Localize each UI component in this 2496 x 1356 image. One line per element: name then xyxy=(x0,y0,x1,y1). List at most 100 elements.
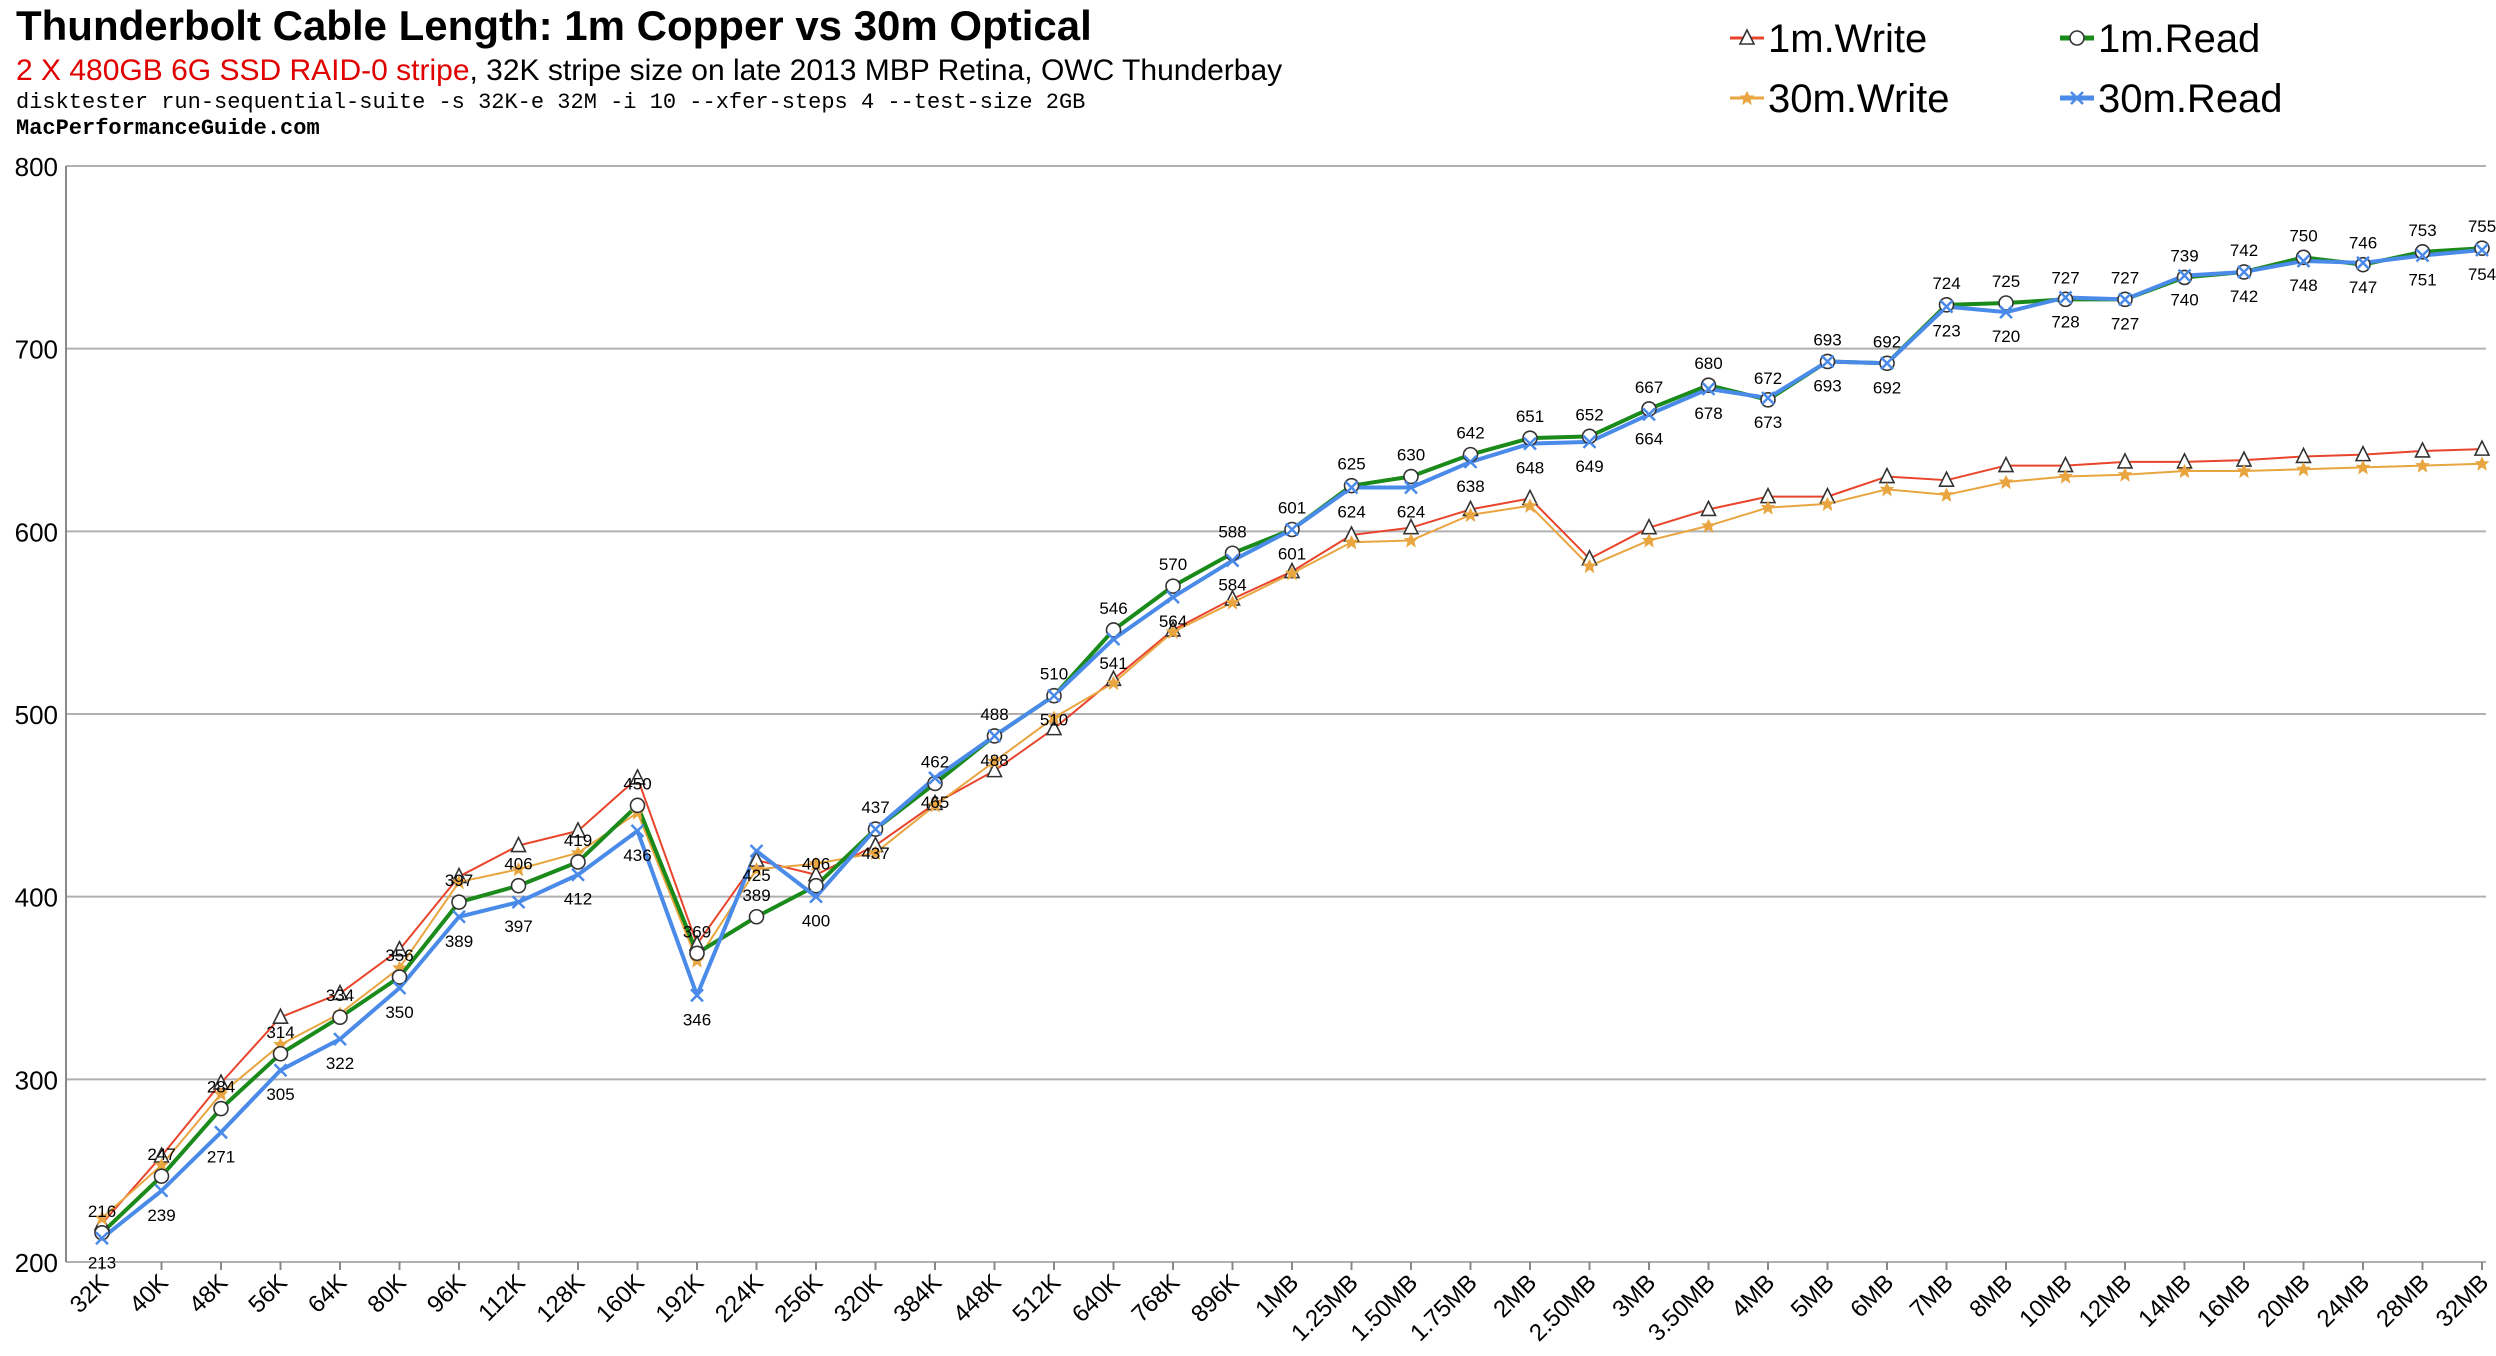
data-label-30m-read: 624 xyxy=(1397,502,1425,521)
x-marker xyxy=(273,1063,288,1078)
data-label-30m-read: 541 xyxy=(1099,654,1127,673)
triangle-marker xyxy=(2414,441,2431,458)
x-tick-label: 14MB xyxy=(2133,1269,2196,1332)
circle-marker xyxy=(2355,256,2371,273)
data-label-1m-read: 652 xyxy=(1575,405,1603,424)
x-tick-label: 12MB xyxy=(2074,1269,2137,1332)
x-marker xyxy=(154,1183,169,1198)
star-marker xyxy=(1344,535,1359,550)
x-tick-label: 24MB xyxy=(2312,1269,2375,1332)
data-label-1m-read: 753 xyxy=(2408,221,2436,240)
data-label-1m-read: 727 xyxy=(2111,268,2139,287)
data-label-1m-read: 389 xyxy=(742,886,770,905)
data-label-1m-read: 437 xyxy=(861,798,889,817)
x-marker xyxy=(2356,255,2370,270)
star-marker xyxy=(987,754,1002,769)
data-label-1m-read: 406 xyxy=(802,855,830,874)
data-label-30m-read: 664 xyxy=(1635,429,1663,448)
data-label-30m-read: 465 xyxy=(921,793,949,812)
triangle-marker xyxy=(986,760,1003,778)
data-label-30m-read: 693 xyxy=(1813,376,1841,395)
data-label-1m-read: 742 xyxy=(2230,241,2258,260)
star-marker xyxy=(1106,675,1121,691)
x-marker xyxy=(452,909,466,924)
data-label-1m-read: 672 xyxy=(1754,369,1782,388)
star-marker xyxy=(868,845,883,861)
x-marker xyxy=(214,1125,228,1140)
circle-marker xyxy=(153,1168,170,1184)
data-label-30m-read: 584 xyxy=(1218,576,1246,595)
x-tick-label: 3.50MB xyxy=(1643,1269,1721,1347)
x-marker xyxy=(1582,434,1597,449)
data-label-30m-read: 389 xyxy=(445,932,473,951)
circle-marker xyxy=(1998,295,2014,311)
circle-marker xyxy=(1462,446,1479,463)
circle-marker xyxy=(2069,30,2085,46)
data-label-30m-read: 648 xyxy=(1516,459,1544,478)
x-marker xyxy=(1463,455,1478,469)
circle-marker xyxy=(629,797,646,814)
data-label-1m-read: 625 xyxy=(1337,455,1365,474)
x-marker xyxy=(928,771,942,785)
triangle-marker xyxy=(1938,470,1955,487)
x-marker xyxy=(868,822,883,836)
star-marker xyxy=(2058,469,2073,484)
x-tick-label: 96K xyxy=(422,1269,471,1318)
data-label-30m-read: 740 xyxy=(2170,291,2198,310)
data-label-1m-read: 510 xyxy=(1040,665,1068,684)
legend-label: 1m.Write xyxy=(1768,17,1927,61)
x-marker xyxy=(1106,632,1121,646)
triangle-marker xyxy=(331,983,349,1001)
star-marker xyxy=(1939,487,1954,502)
data-label-30m-read: 412 xyxy=(564,890,592,909)
x-tick-label: 640K xyxy=(1067,1269,1126,1328)
data-label-30m-read: 425 xyxy=(742,866,770,885)
x-marker xyxy=(2058,290,2073,305)
circle-marker xyxy=(2414,244,2431,260)
circle-marker xyxy=(272,1045,289,1062)
x-tick-label: 56K xyxy=(243,1269,292,1318)
data-label-30m-read: 720 xyxy=(1992,327,2020,346)
data-label-30m-read: 742 xyxy=(2230,287,2258,306)
y-tick-label: 500 xyxy=(15,700,58,730)
x-marker xyxy=(1880,356,1894,371)
data-label-30m-read: 601 xyxy=(1278,545,1306,564)
data-label-1m-read: 642 xyxy=(1456,424,1484,443)
site-link[interactable]: MacPerformanceGuide.com xyxy=(16,116,320,141)
star-marker xyxy=(2415,458,2430,473)
star-marker xyxy=(927,798,943,813)
x-marker xyxy=(2415,248,2430,263)
x-marker xyxy=(1939,299,1954,314)
subtitle-rest: , 32K stripe size on late 2013 MBP Retin… xyxy=(470,54,1283,87)
star-marker xyxy=(154,1158,169,1173)
x-marker xyxy=(333,1032,347,1047)
data-label-1m-read: 667 xyxy=(1635,378,1663,397)
data-label-30m-read: 624 xyxy=(1337,502,1365,521)
data-label-1m-read: 570 xyxy=(1159,555,1187,574)
x-tick-label: 512K xyxy=(1008,1269,1067,1328)
data-label-30m-read: 488 xyxy=(980,751,1008,770)
triangle-marker xyxy=(629,768,646,785)
circle-marker xyxy=(1105,622,1122,638)
data-label-30m-read: 754 xyxy=(2468,265,2496,284)
circle-marker xyxy=(570,854,586,870)
x-tick-label: 20MB xyxy=(2252,1269,2315,1332)
star-marker xyxy=(2117,467,2133,482)
x-tick-label: 2.50MB xyxy=(1524,1269,1602,1347)
triangle-marker xyxy=(1700,499,1717,517)
data-label-30m-read: 346 xyxy=(683,1010,711,1029)
data-label-1m-read: 216 xyxy=(88,1202,116,1221)
data-label-1m-read: 739 xyxy=(2170,246,2198,265)
star-marker xyxy=(451,874,467,890)
star-marker xyxy=(2177,463,2192,479)
triangle-marker xyxy=(1878,466,1896,484)
x-tick-label: 64K xyxy=(303,1269,352,1318)
y-tick-label: 200 xyxy=(15,1248,58,1278)
circle-marker xyxy=(2176,269,2193,286)
x-tick-label: 1.75MB xyxy=(1405,1269,1483,1347)
data-label-30m-read: 678 xyxy=(1694,404,1722,423)
data-label-30m-read: 305 xyxy=(266,1085,294,1104)
x-marker xyxy=(2177,268,2192,283)
x-marker xyxy=(1820,354,1835,369)
x-tick-label: 192K xyxy=(651,1269,710,1328)
